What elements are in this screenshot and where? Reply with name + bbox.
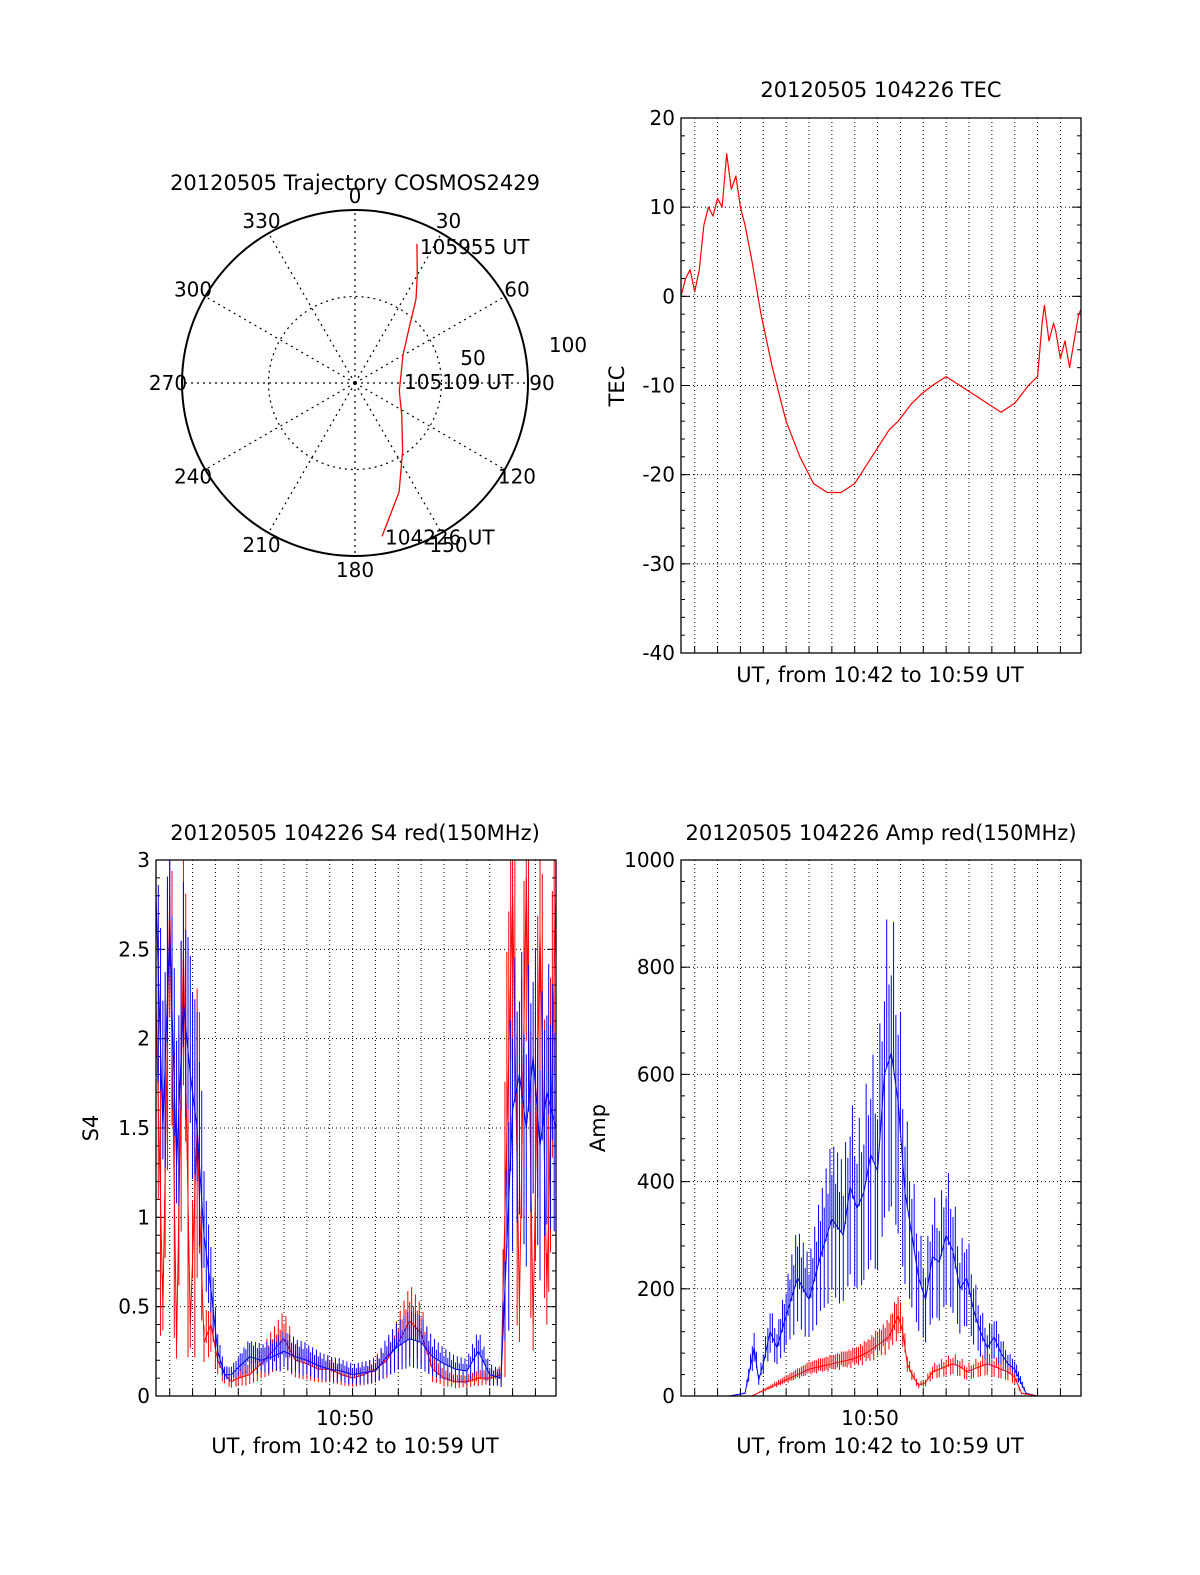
polar-spoke — [354, 232, 443, 384]
tec-ylabel: TEC — [605, 366, 629, 408]
amp-series-blue — [681, 919, 1081, 1396]
polar-angle-label: 120 — [498, 465, 536, 489]
amp-ytick-label: 800 — [637, 955, 675, 979]
polar-spoke — [354, 382, 506, 471]
tec-frame — [680, 117, 1082, 654]
amp-frame — [680, 859, 1082, 1397]
polar-angle-label: 180 — [336, 558, 374, 582]
amp-plot-area: 1000 800 600 400 200 0 — [624, 848, 1082, 1408]
polar-trajectory-chart: 20120505 Trajectory COSMOS2429 0 30 60 90 12… — [149, 171, 587, 582]
polar-spoke — [354, 382, 443, 534]
tec-ytick-label: 0 — [662, 284, 675, 308]
amp-xtick-label: 10:50 — [841, 1406, 899, 1430]
polar-angle-labels: 0 30 60 90 120 150 180 210 240 270 300 330 50 100 — [149, 184, 587, 582]
s4-ytick-label: 0 — [137, 1384, 150, 1408]
amp-chart: 20120505 104226 Amp red(150MHz) 10:50 UT… — [586, 821, 1082, 1458]
trajectory-time-label: 105109 UT — [404, 370, 514, 394]
amp-ytick-label: 200 — [637, 1277, 675, 1301]
trajectory-line — [381, 243, 418, 537]
s4-ylabel: S4 — [79, 1115, 103, 1142]
tec-ytick-label: -40 — [642, 641, 675, 665]
polar-angle-label: 90 — [529, 371, 554, 395]
amp-series-red — [681, 1296, 1081, 1396]
polar-angle-label: 150 — [429, 533, 467, 557]
s4-frame — [155, 859, 557, 1397]
polar-spoke — [267, 382, 356, 534]
tec-title: 20120505 104226 TEC — [760, 78, 1001, 102]
polar-angle-label: 300 — [174, 278, 212, 302]
s4-series-blue — [156, 860, 556, 1388]
polar-radius-label: 50 — [460, 346, 485, 370]
amp-ytick-label: 600 — [637, 1062, 675, 1086]
polar-outer-ring — [181, 209, 529, 557]
amp-ytick-label: 0 — [662, 1384, 675, 1408]
polar-angle-label: 240 — [174, 465, 212, 489]
s4-series-line — [156, 895, 556, 1379]
trajectory-time-label: 104226 UT — [385, 525, 495, 549]
polar-spoke — [204, 295, 356, 384]
tec-ytick-label: -20 — [642, 463, 675, 487]
tec-ytick-label: 10 — [650, 195, 675, 219]
amp-ytick-label: 400 — [637, 1170, 675, 1194]
s4-plot-area: 3 2.5 2 1.5 1 0.5 0 — [118, 848, 557, 1408]
polar-angle-label: 30 — [436, 209, 461, 233]
polar-angle-label: 60 — [504, 278, 529, 302]
polar-title: 20120505 Trajectory COSMOS2429 — [170, 171, 540, 195]
tec-series-line — [681, 153, 1081, 494]
polar-radius-label: 100 — [549, 333, 587, 357]
polar-angle-label: 0 — [349, 184, 362, 208]
tec-series-red — [681, 153, 1081, 494]
tec-ytick-label: -10 — [642, 374, 675, 398]
s4-xlabel: UT, from 10:42 to 10:59 UT — [211, 1434, 499, 1458]
tec-plot-area: 20 10 0 -10 -20 -30 -40 — [642, 106, 1082, 665]
tec-xlabel: UT, from 10:42 to 10:59 UT — [736, 663, 1024, 687]
amp-series-line — [681, 1052, 1081, 1396]
polar-spoke — [267, 232, 356, 384]
amp-ylabel: Amp — [586, 1104, 610, 1152]
s4-ytick-label: 0.5 — [118, 1295, 150, 1319]
tec-ytick-label: 20 — [650, 106, 675, 130]
tec-chart: 20120505 104226 TEC UT, from 10:42 to 10… — [605, 78, 1082, 687]
s4-ytick-label: 2.5 — [118, 937, 150, 961]
s4-ytick-label: 1 — [137, 1205, 150, 1229]
amp-series-line — [681, 1315, 1081, 1396]
polar-inner-ring — [267, 295, 443, 471]
s4-chart: 20120505 104226 S4 red(150MHz) 10:50 UT,… — [79, 821, 557, 1458]
s4-ytick-label: 2 — [137, 1027, 150, 1051]
polar-angle-label: 270 — [149, 371, 187, 395]
s4-xtick-label: 10:50 — [316, 1406, 374, 1430]
trajectory-time-label: 105955 UT — [420, 235, 530, 259]
amp-xlabel: UT, from 10:42 to 10:59 UT — [736, 1434, 1024, 1458]
polar-angle-label: 330 — [242, 209, 280, 233]
amp-title: 20120505 104226 Amp red(150MHz) — [685, 821, 1076, 845]
s4-ytick-label: 3 — [137, 848, 150, 872]
tec-ytick-label: -30 — [642, 552, 675, 576]
polar-grid — [181, 209, 529, 557]
polar-angle-label: 210 — [242, 533, 280, 557]
amp-ytick-label: 1000 — [624, 848, 675, 872]
s4-series-line — [156, 877, 556, 1383]
polar-spoke — [204, 382, 356, 471]
polar-trajectory: 105955 UT 105109 UT 104226 UT — [381, 235, 530, 549]
s4-title: 20120505 104226 S4 red(150MHz) — [170, 821, 540, 845]
s4-ytick-label: 1.5 — [118, 1116, 150, 1140]
polar-spoke — [354, 295, 506, 384]
